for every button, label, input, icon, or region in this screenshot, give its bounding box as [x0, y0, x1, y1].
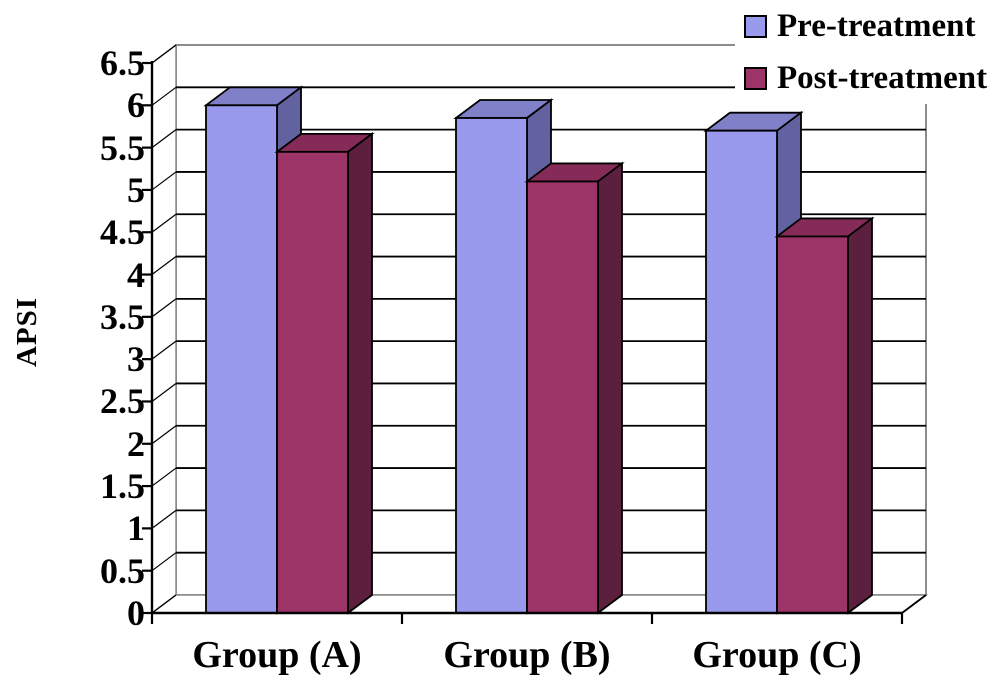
y-tick-wall-connector	[151, 86, 177, 106]
bar-post-group-c-front-face	[776, 235, 849, 614]
y-tick-label: 4	[127, 254, 145, 295]
x-category-label-group-a: Group (A)	[192, 634, 362, 676]
y-tick-wall-connector	[151, 425, 177, 445]
y-tick-label: 2	[127, 423, 145, 464]
bar-post-group-a-front-face	[276, 150, 349, 614]
y-tick-label: 2.5	[100, 381, 145, 422]
y-tick-label: 0	[127, 593, 145, 633]
y-tick-label: 1	[127, 508, 145, 549]
y-tick-label: 6.5	[100, 43, 145, 83]
y-tick-label: 4.5	[100, 212, 145, 253]
legend-item-pre-treatment: Pre-treatment	[735, 0, 999, 52]
y-tick-label: 0.5	[100, 550, 145, 591]
y-tick-label: 1.5	[100, 466, 145, 507]
y-tick-wall-connector	[151, 256, 177, 276]
bar-pre-group-a-front-face	[205, 104, 278, 614]
y-axis-title: APSI	[11, 296, 43, 368]
y-tick-label: 3	[127, 339, 145, 380]
bar-post-group-c-side-face	[847, 216, 873, 615]
y-tick-label: 5.5	[100, 127, 145, 168]
legend-swatch-post-treatment	[744, 66, 767, 90]
y-tick-wall-connector	[151, 594, 177, 614]
y-tick-label: 5	[127, 169, 145, 210]
legend-item-post-treatment: Post-treatment	[735, 52, 999, 104]
bar-post-group-b-front-face	[526, 180, 599, 614]
floor-right-front-edge	[901, 594, 927, 614]
bar-post-group-a-side-face	[347, 132, 373, 615]
legend: Pre-treatment Post-treatment	[735, 0, 999, 104]
legend-label-pre-treatment: Pre-treatment	[777, 8, 976, 44]
y-tick-wall-connector	[151, 298, 177, 318]
bar-post-group-b-side-face	[597, 161, 623, 615]
y-tick-wall-connector	[151, 382, 177, 402]
bar-pre-group-b-front-face	[455, 117, 528, 614]
y-tick-wall-connector	[151, 552, 177, 572]
x-category-label-group-c: Group (C)	[692, 634, 862, 676]
left-wall	[151, 43, 177, 615]
y-tick-label: 6	[127, 85, 145, 126]
legend-swatch-pre-treatment	[744, 14, 767, 38]
x-category-label-group-b: Group (B)	[443, 634, 611, 676]
legend-label-post-treatment: Post-treatment	[777, 60, 988, 96]
y-tick-wall-connector	[151, 467, 177, 487]
y-tick-wall-connector	[151, 213, 177, 233]
y-tick-wall-connector	[151, 509, 177, 529]
y-tick-wall-connector	[151, 44, 177, 64]
bar-pre-group-c-front-face	[705, 129, 778, 614]
y-tick-wall-connector	[151, 171, 177, 191]
y-tick-wall-connector	[151, 129, 177, 149]
y-tick-label: 3.5	[100, 296, 145, 337]
y-tick-wall-connector	[151, 340, 177, 360]
